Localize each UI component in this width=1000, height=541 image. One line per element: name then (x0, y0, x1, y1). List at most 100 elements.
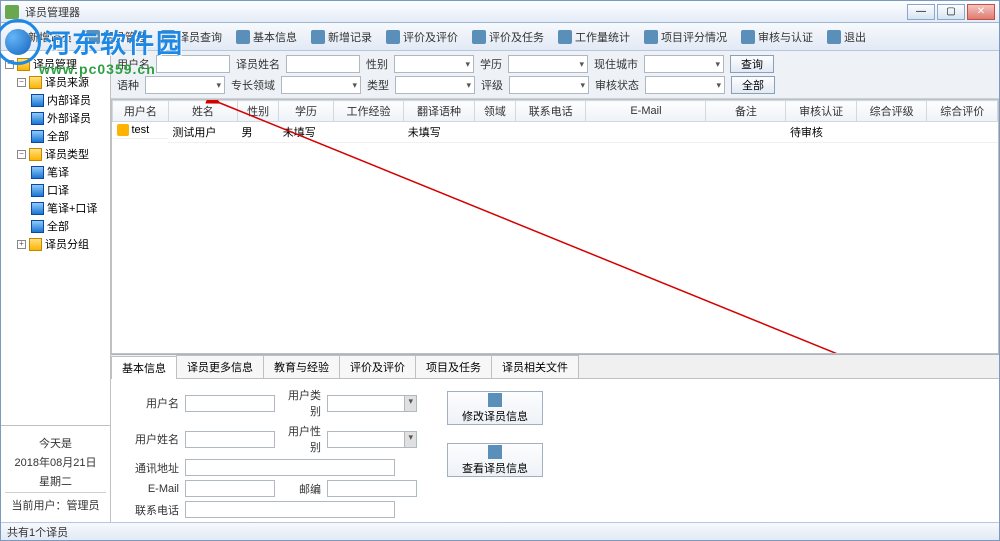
city-select[interactable] (644, 55, 724, 73)
all-button[interactable]: 全部 (731, 76, 775, 94)
username-field[interactable] (185, 395, 275, 412)
form-row: 联系电话 (123, 501, 417, 518)
grid-col[interactable]: E-Mail (586, 101, 706, 122)
field-select[interactable] (281, 76, 361, 94)
grid-col[interactable]: 姓名 (168, 101, 237, 122)
grid-col[interactable]: 用户名 (113, 101, 169, 122)
menu-item-2[interactable]: 译员查询 (155, 27, 228, 47)
address-field[interactable] (185, 459, 395, 476)
right-pane: 用户名 译员姓名 性别 学历 现住城市 查询 语种 专长领域 类型 评级 审核状… (111, 51, 999, 522)
gender-select[interactable] (394, 55, 474, 73)
grid-wrap: 用户名 姓名 性别 学历 工作经验 翻译语种 领域 联系电话 E-Mail 备注… (111, 99, 999, 354)
menu-icon (11, 30, 25, 44)
filter-label: 学历 (480, 56, 502, 72)
tree-item[interactable]: 全部 (3, 217, 108, 235)
education-select[interactable] (508, 55, 588, 73)
grid-col[interactable]: 备注 (706, 101, 786, 122)
expand-icon[interactable]: − (17, 78, 26, 87)
grid-col[interactable]: 综合评级 (856, 101, 926, 122)
grid-col[interactable]: 综合评价 (927, 101, 998, 122)
menu-item-0[interactable]: 新增译员 (5, 27, 78, 47)
email-field[interactable] (185, 480, 275, 497)
type-select[interactable] (395, 76, 475, 94)
menu-icon (386, 30, 400, 44)
tab-more[interactable]: 译员更多信息 (176, 355, 264, 378)
language-select[interactable] (145, 76, 225, 94)
table-row[interactable]: test 测试用户 男 未填写 未填写 待审核 (113, 122, 998, 143)
grid-col[interactable]: 性别 (238, 101, 279, 122)
label-gender: 用户性别 (281, 423, 321, 455)
grid-col[interactable]: 联系电话 (515, 101, 585, 122)
filter-label: 评级 (481, 77, 503, 93)
tab-edu[interactable]: 教育与经验 (263, 355, 340, 378)
tree-group-source[interactable]: −译员来源 (3, 73, 108, 91)
cell (474, 122, 515, 143)
grid-col[interactable]: 领域 (474, 101, 515, 122)
postcode-field[interactable] (327, 480, 417, 497)
menu-item-1[interactable]: 译员管理 (80, 27, 153, 47)
tab-eval[interactable]: 评价及评价 (339, 355, 416, 378)
menu-item-7[interactable]: 工作量统计 (552, 27, 636, 47)
menu-item-6[interactable]: 评价及任务 (466, 27, 550, 47)
realname-field[interactable] (185, 431, 275, 448)
filter-label: 译员姓名 (236, 56, 280, 72)
tree-group-type[interactable]: −译员类型 (3, 145, 108, 163)
grid-col[interactable]: 审核认证 (786, 101, 856, 122)
menu-icon (236, 30, 250, 44)
tab-proj[interactable]: 项目及任务 (415, 355, 492, 378)
menu-icon (161, 30, 175, 44)
expand-icon[interactable]: − (5, 60, 14, 69)
menu-icon (86, 30, 100, 44)
left-pane: −译员管理 −译员来源 内部译员 外部译员 全部 −译员类型 笔译 口译 笔译+… (1, 51, 111, 522)
tree-item[interactable]: 笔译+口译 (3, 199, 108, 217)
grid-col[interactable]: 工作经验 (333, 101, 403, 122)
phone-field[interactable] (185, 501, 395, 518)
edit-translator-button[interactable]: 修改译员信息 (447, 391, 543, 425)
menu-item-3[interactable]: 基本信息 (230, 27, 303, 47)
grid-header-row: 用户名 姓名 性别 学历 工作经验 翻译语种 领域 联系电话 E-Mail 备注… (113, 101, 998, 122)
tree-group-groups[interactable]: +译员分组 (3, 235, 108, 253)
label-email: E-Mail (123, 483, 179, 495)
tree-root[interactable]: −译员管理 (3, 55, 108, 73)
cell (927, 122, 998, 143)
cell: 待审核 (786, 122, 856, 143)
menu-item-5[interactable]: 评价及评价 (380, 27, 464, 47)
menu-item-10[interactable]: 退出 (821, 27, 872, 47)
menu-item-8[interactable]: 项目评分情况 (638, 27, 733, 47)
label-realname: 用户姓名 (123, 431, 179, 447)
tab-basic[interactable]: 基本信息 (111, 356, 177, 379)
filter-label: 语种 (117, 77, 139, 93)
realname-input[interactable] (286, 55, 360, 73)
username-input[interactable] (156, 55, 230, 73)
view-translator-button[interactable]: 查看译员信息 (447, 443, 543, 477)
item-icon (31, 94, 44, 107)
item-icon (31, 184, 44, 197)
expand-icon[interactable]: + (17, 240, 26, 249)
minimize-button[interactable]: — (907, 4, 935, 20)
detail-pane: 基本信息 译员更多信息 教育与经验 评价及评价 项目及任务 译员相关文件 用户名… (111, 354, 999, 522)
audit-select[interactable] (645, 76, 725, 94)
maximize-button[interactable]: ▢ (937, 4, 965, 20)
usertype-select[interactable] (327, 395, 417, 412)
folder-icon (29, 238, 42, 251)
menu-item-4[interactable]: 新增记录 (305, 27, 378, 47)
user-icon (117, 124, 129, 136)
statusbar: 共有1个译员 (1, 522, 999, 540)
grid-col[interactable]: 学历 (279, 101, 334, 122)
tab-files[interactable]: 译员相关文件 (491, 355, 579, 378)
grid-col[interactable]: 翻译语种 (404, 101, 474, 122)
form-column: 用户名 用户类别 用户姓名 用户性别 通讯地址 E-Mail 邮编 (123, 387, 417, 514)
tree-item[interactable]: 笔译 (3, 163, 108, 181)
tree-item[interactable]: 内部译员 (3, 91, 108, 109)
search-button[interactable]: 查询 (730, 55, 774, 73)
menu-item-9[interactable]: 审核与认证 (735, 27, 819, 47)
filter-label: 审核状态 (595, 77, 639, 93)
label-post: 邮编 (281, 481, 321, 497)
rating-select[interactable] (509, 76, 589, 94)
gender-select-2[interactable] (327, 431, 417, 448)
tree-item[interactable]: 外部译员 (3, 109, 108, 127)
close-button[interactable]: ✕ (967, 4, 995, 20)
tree-item[interactable]: 全部 (3, 127, 108, 145)
expand-icon[interactable]: − (17, 150, 26, 159)
tree-item[interactable]: 口译 (3, 181, 108, 199)
